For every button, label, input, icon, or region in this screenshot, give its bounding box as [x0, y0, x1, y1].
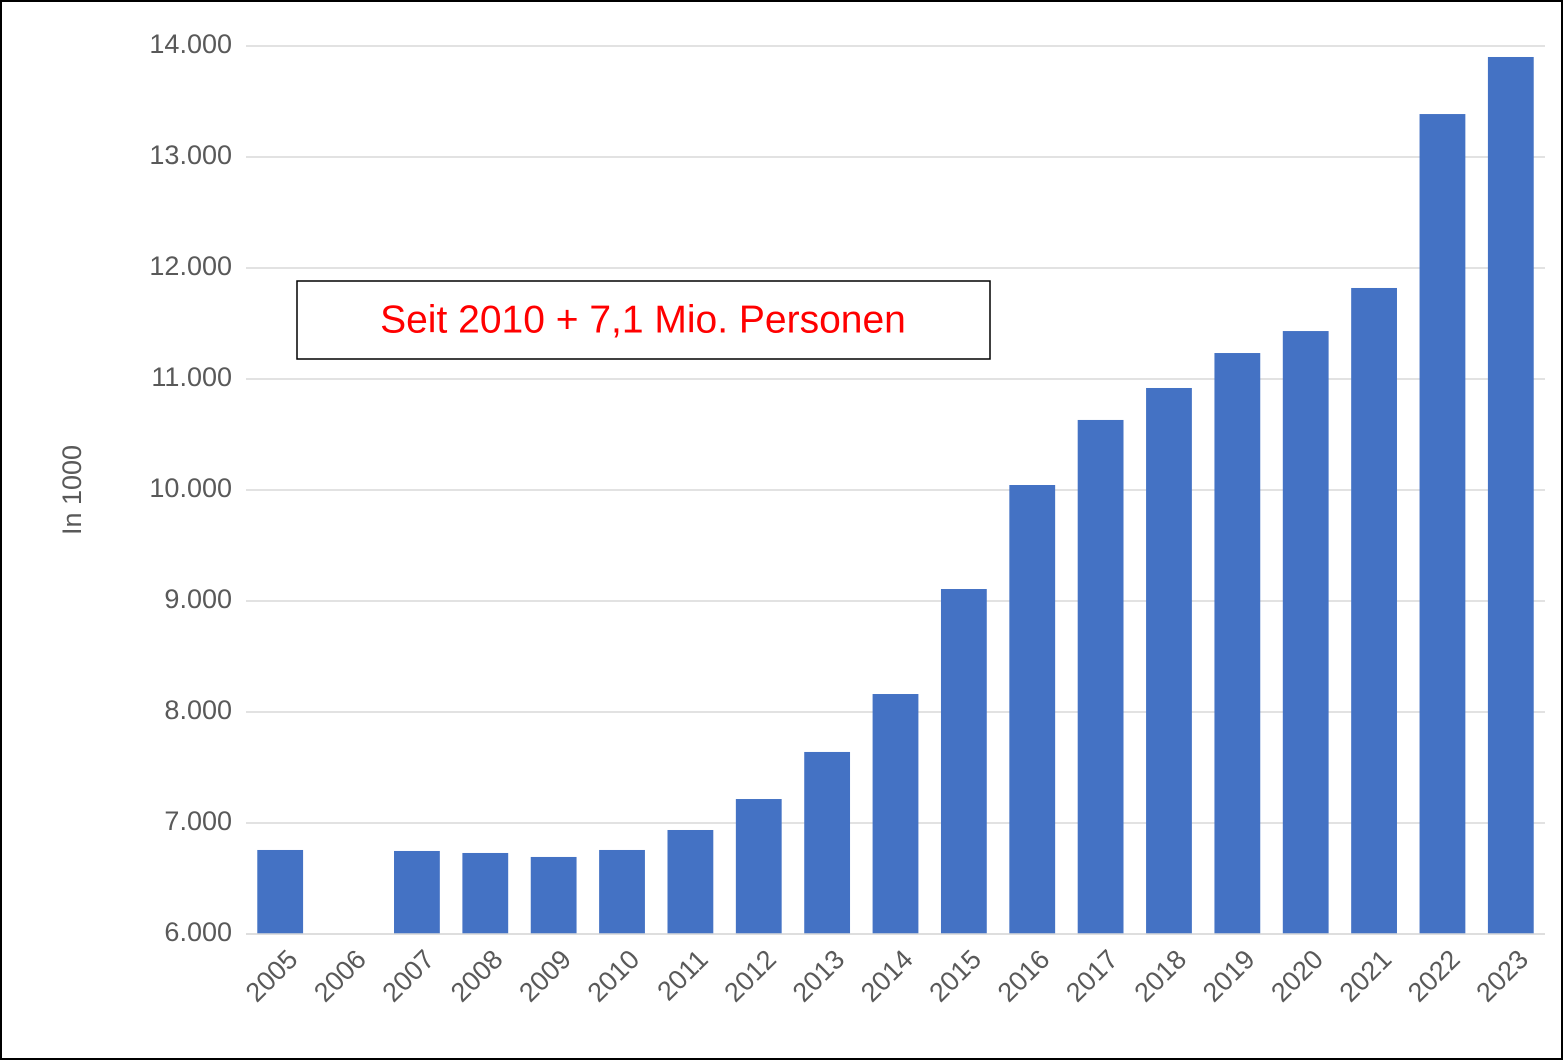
- y-tick-label: 10.000: [149, 473, 232, 503]
- y-tick-label: 6.000: [164, 917, 232, 947]
- annotation: Seit 2010 + 7,1 Mio. Personen: [380, 298, 906, 341]
- y-tick-label: 13.000: [149, 140, 232, 170]
- bar: [1146, 387, 1192, 935]
- bar: [940, 589, 987, 934]
- y-tick-label: 11.000: [151, 362, 232, 392]
- bar: [1351, 287, 1397, 935]
- bar: [257, 849, 304, 934]
- annotation-box: [296, 280, 991, 360]
- bar: [1282, 331, 1329, 935]
- bar: [667, 829, 714, 934]
- bar: [735, 799, 782, 934]
- bar: [1487, 56, 1534, 934]
- bar: [599, 849, 645, 934]
- bar: [1419, 114, 1466, 935]
- bar: [804, 751, 851, 934]
- bar: [1009, 485, 1056, 934]
- y-axis-label: In 1000: [57, 445, 87, 535]
- bar: [872, 694, 919, 934]
- bar: [1214, 353, 1261, 934]
- y-tick-label: 8.000: [164, 695, 232, 725]
- bar: [530, 856, 577, 934]
- y-tick-label: 14.000: [149, 29, 232, 59]
- bar: [1077, 419, 1124, 935]
- bar: [462, 852, 509, 934]
- y-tick-label: 12.000: [149, 251, 232, 281]
- y-tick-label: 9.000: [164, 584, 232, 614]
- y-tick-label: 7.000: [164, 806, 232, 836]
- bar: [394, 850, 440, 934]
